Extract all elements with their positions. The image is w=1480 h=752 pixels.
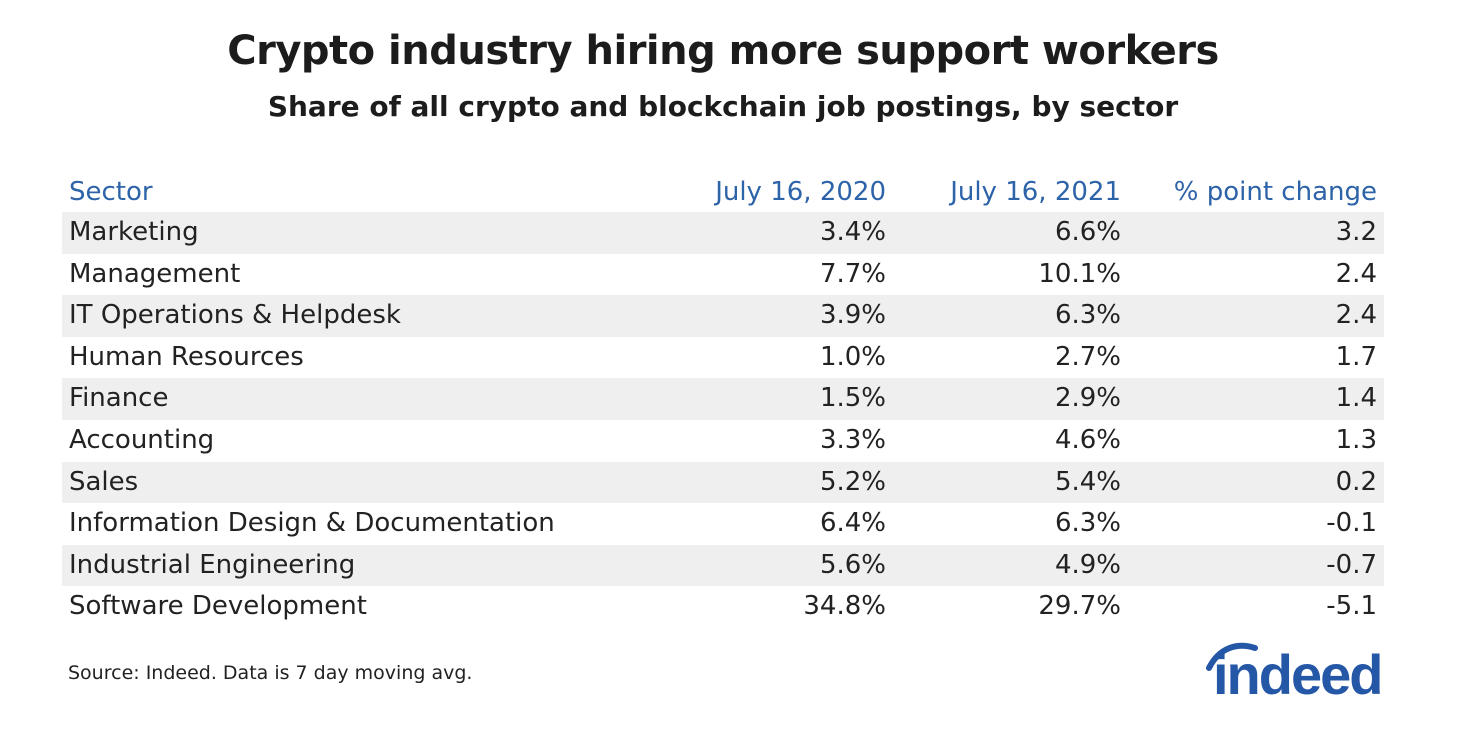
cell-sector: Human Resources xyxy=(69,341,304,372)
cell-point-change: 0.2 xyxy=(1335,466,1377,497)
chart-subtitle: Share of all crypto and blockchain job p… xyxy=(267,90,1179,123)
cell-value-2021: 10.1% xyxy=(1038,258,1121,289)
cell-value-2020: 1.5% xyxy=(819,383,886,414)
cell-value-2021: 29.7% xyxy=(1038,591,1121,622)
table-row: Human Resources 1.0% 2.7% 1.7 xyxy=(62,337,1384,379)
table-row: Industrial Engineering 5.6% 4.9% -0.7 xyxy=(62,544,1384,587)
indeed-logo: indeed xyxy=(1205,638,1405,708)
cell-sector: Marketing xyxy=(69,217,199,247)
cell-sector: Software Development xyxy=(69,591,367,622)
cell-value-2020: 34.8% xyxy=(803,591,886,622)
cell-sector: Management xyxy=(69,258,241,289)
cell-point-change: 3.2 xyxy=(1335,217,1377,247)
cell-sector: Sales xyxy=(69,466,139,497)
cell-point-change: 2.4 xyxy=(1335,258,1377,289)
cell-sector: Accounting xyxy=(69,424,215,455)
cell-value-2021: 6.6% xyxy=(1054,217,1121,247)
cell-value-2020: 5.6% xyxy=(819,549,886,580)
table-row: Sales 5.2% 5.4% 0.2 xyxy=(62,461,1384,504)
cell-value-2021: 6.3% xyxy=(1054,508,1121,539)
cell-point-change: 1.3 xyxy=(1335,424,1377,455)
cell-value-2020: 5.2% xyxy=(819,466,886,497)
cell-value-2020: 6.4% xyxy=(819,508,886,539)
cell-value-2021: 6.3% xyxy=(1054,300,1121,331)
cell-point-change: -0.7 xyxy=(1326,549,1377,580)
cell-value-2021: 4.9% xyxy=(1054,549,1121,580)
cell-point-change: -5.1 xyxy=(1326,591,1377,622)
cell-sector: Information Design & Documentation xyxy=(69,508,555,539)
table-row: IT Operations & Helpdesk 3.9% 6.3% 2.4 xyxy=(62,295,1384,337)
cell-point-change: 1.4 xyxy=(1335,383,1377,414)
table-row: Management 7.7% 10.1% 2.4 xyxy=(62,254,1384,296)
cell-point-change: -0.1 xyxy=(1326,508,1377,539)
header-point-change: % point change xyxy=(1173,177,1377,207)
source-note: Source: Indeed. Data is 7 day moving avg… xyxy=(68,662,473,684)
table-row: Marketing 3.4% 6.6% 3.2 xyxy=(62,212,1384,254)
cell-value-2020: 3.4% xyxy=(819,217,886,247)
cell-sector: Industrial Engineering xyxy=(69,549,356,580)
cell-value-2021: 5.4% xyxy=(1054,466,1121,497)
header-sector: Sector xyxy=(69,177,153,207)
table-row: Information Design & Documentation 6.4% … xyxy=(62,503,1384,545)
cell-sector: Finance xyxy=(69,383,169,414)
cell-point-change: 1.7 xyxy=(1335,341,1377,372)
cell-value-2020: 3.3% xyxy=(819,424,886,455)
cell-point-change: 2.4 xyxy=(1335,300,1377,331)
cell-value-2021: 4.6% xyxy=(1054,424,1121,455)
header-july-2021: July 16, 2021 xyxy=(950,177,1121,207)
table-row: Accounting 3.3% 4.6% 1.3 xyxy=(62,420,1384,462)
header-july-2020: July 16, 2020 xyxy=(715,177,886,207)
table-row: Software Development 34.8% 29.7% -5.1 xyxy=(62,586,1384,628)
cell-sector: IT Operations & Helpdesk xyxy=(69,300,401,331)
table-row: Finance 1.5% 2.9% 1.4 xyxy=(62,378,1384,420)
logo-arc-icon xyxy=(1206,642,1258,671)
logo-wordmark: indeed xyxy=(1213,643,1383,706)
cell-value-2020: 7.7% xyxy=(819,258,886,289)
data-table: Sector July 16, 2020 July 16, 2021 % poi… xyxy=(62,170,1384,628)
table-header-row: Sector July 16, 2020 July 16, 2021 % poi… xyxy=(62,170,1384,212)
cell-value-2020: 1.0% xyxy=(819,341,886,372)
chart-title: Crypto industry hiring more support work… xyxy=(227,28,1219,74)
cell-value-2021: 2.7% xyxy=(1054,341,1121,372)
cell-value-2021: 2.9% xyxy=(1054,383,1121,414)
cell-value-2020: 3.9% xyxy=(819,300,886,331)
